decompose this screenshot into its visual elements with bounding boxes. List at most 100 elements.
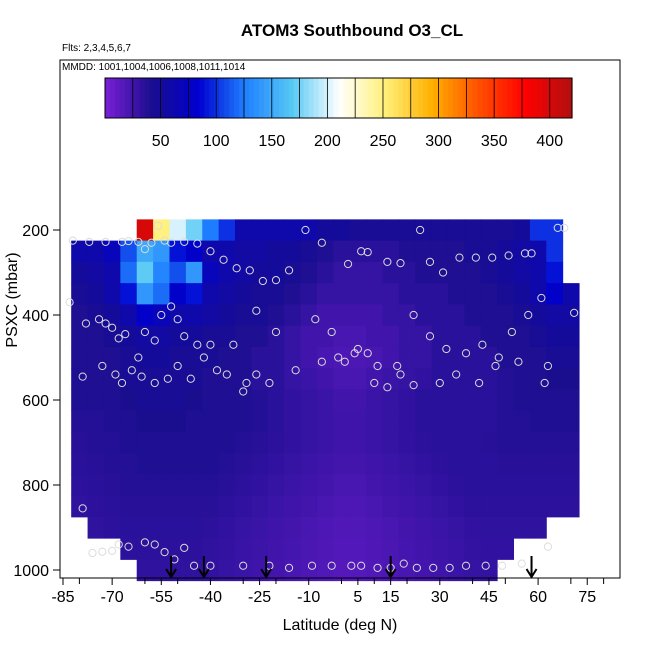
heatmap-cell bbox=[562, 474, 580, 497]
heatmap-cell bbox=[120, 261, 138, 284]
heatmap-cell bbox=[382, 304, 400, 327]
heatmap-cell bbox=[513, 495, 531, 518]
heatmap-cell bbox=[300, 559, 318, 582]
heatmap-cell bbox=[251, 538, 269, 560]
heatmap-cell bbox=[202, 368, 220, 390]
heatmap-cell bbox=[382, 516, 400, 539]
heatmap-cell bbox=[398, 283, 416, 305]
heatmap-cell bbox=[71, 304, 89, 327]
heatmap-cell bbox=[169, 325, 187, 348]
colorbar-segment bbox=[373, 78, 379, 118]
heatmap-cell bbox=[136, 410, 154, 433]
heatmap-cell bbox=[415, 495, 433, 518]
heatmap-cell bbox=[153, 389, 170, 412]
x-axis-label: Latitude (deg N) bbox=[283, 617, 398, 634]
heatmap-cell bbox=[136, 283, 154, 305]
heatmap-cell bbox=[464, 559, 482, 582]
heatmap-cell bbox=[218, 304, 236, 327]
heatmap-cell bbox=[316, 495, 334, 518]
heatmap-cell bbox=[284, 346, 302, 369]
sample-point bbox=[219, 255, 228, 264]
sample-point bbox=[232, 264, 241, 273]
heatmap-cell bbox=[398, 453, 416, 475]
colorbar-tick-label: 350 bbox=[481, 133, 508, 150]
heatmap-cell bbox=[71, 453, 89, 475]
heatmap-cell bbox=[153, 559, 170, 582]
heatmap-cell bbox=[136, 240, 154, 263]
flight-arrow bbox=[198, 556, 210, 579]
heatmap-cell bbox=[529, 283, 547, 305]
sample-point bbox=[258, 276, 267, 286]
colorbar-segment bbox=[338, 78, 345, 118]
colorbar-segment bbox=[542, 78, 548, 118]
heatmap-cell bbox=[120, 453, 138, 475]
heatmap-cell bbox=[120, 304, 138, 327]
plot-frame bbox=[59, 59, 621, 579]
colorbar-segment bbox=[512, 78, 518, 118]
heatmap-cell bbox=[382, 389, 400, 412]
heatmap-cell bbox=[431, 325, 449, 348]
heatmap-cell bbox=[464, 410, 482, 433]
heatmap-cell bbox=[284, 283, 302, 305]
heatmap-cell bbox=[382, 240, 400, 263]
sample-point bbox=[301, 225, 310, 235]
heatmap-cell bbox=[103, 474, 121, 497]
heatmap-cell bbox=[300, 325, 318, 348]
heatmap-cell bbox=[218, 495, 236, 518]
colorbar-segment bbox=[303, 78, 310, 118]
colorbar-tick-label: 300 bbox=[425, 133, 452, 150]
heatmap-cell bbox=[366, 346, 383, 369]
sample-point bbox=[68, 236, 77, 245]
heatmap-cell bbox=[398, 474, 416, 497]
heatmap-cell bbox=[71, 283, 89, 305]
heatmap-cell bbox=[349, 410, 367, 433]
heatmap-cell bbox=[87, 261, 105, 284]
heatmap-cell bbox=[202, 283, 220, 305]
heatmap-cell bbox=[185, 474, 203, 497]
heatmap-cell bbox=[431, 389, 449, 412]
sample-point bbox=[284, 266, 294, 275]
sample-point bbox=[98, 547, 107, 556]
sample-point bbox=[199, 353, 208, 362]
heatmap-cell bbox=[153, 474, 170, 497]
sample-point bbox=[180, 543, 189, 553]
heatmap-cell bbox=[235, 516, 252, 539]
colorbar-segment bbox=[189, 78, 196, 118]
colorbar-segment bbox=[105, 78, 111, 118]
heatmap-cell bbox=[153, 325, 170, 348]
heatmap-cell bbox=[333, 325, 351, 348]
colorbar-tick-label: 250 bbox=[370, 133, 397, 150]
heatmap-cell bbox=[235, 304, 252, 327]
heatmap-cell bbox=[235, 410, 252, 433]
sample-point bbox=[527, 249, 536, 258]
sample-point bbox=[507, 327, 516, 337]
heatmap-cell bbox=[284, 325, 302, 348]
sample-point bbox=[245, 266, 254, 275]
flight-arrow bbox=[525, 556, 538, 579]
colorbar-segment bbox=[308, 78, 315, 118]
heatmap-cell bbox=[415, 346, 433, 369]
heatmap-cell bbox=[71, 261, 89, 284]
heatmap-cell bbox=[382, 538, 400, 560]
heatmap-cell bbox=[431, 474, 449, 497]
sample-point bbox=[416, 225, 425, 235]
y-axis: 200 400 600 800 1000 bbox=[13, 223, 60, 580]
heatmap-cell bbox=[333, 410, 351, 433]
heatmap-cell bbox=[529, 516, 547, 539]
sample-point bbox=[101, 237, 110, 246]
heatmap-cell bbox=[562, 495, 580, 518]
sample-point bbox=[540, 378, 549, 388]
heatmap-cell bbox=[120, 431, 138, 454]
heatmap-cell bbox=[71, 389, 89, 412]
heatmap-cell bbox=[87, 516, 105, 539]
heatmap-cell bbox=[284, 240, 302, 263]
sample-point bbox=[180, 237, 189, 246]
heatmap-cell bbox=[546, 261, 564, 284]
heatmap-cell bbox=[185, 304, 203, 327]
heatmap-cell bbox=[185, 431, 203, 454]
heatmap-cell bbox=[333, 516, 351, 539]
sample-point bbox=[140, 245, 150, 254]
sample-point bbox=[452, 370, 461, 379]
colorbar-segment bbox=[164, 78, 171, 118]
heatmap-cell bbox=[136, 453, 154, 475]
